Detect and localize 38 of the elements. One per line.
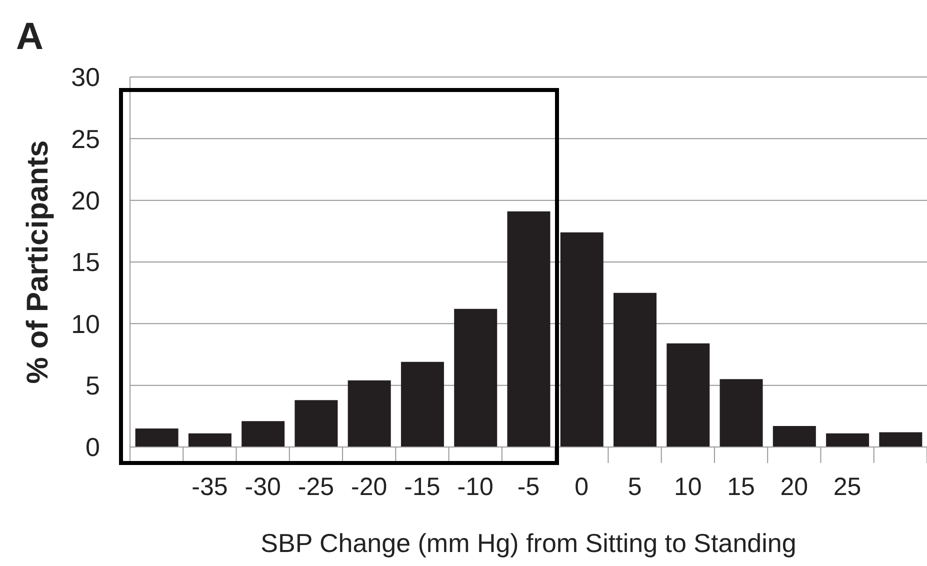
x-tick-label: -15: [404, 473, 440, 501]
bar: [454, 308, 498, 447]
x-tick-label: -5: [517, 473, 540, 501]
x-axis-title: SBP Change (mm Hg) from Sitting to Standing: [260, 528, 796, 558]
y-tick-label: 15: [71, 247, 100, 278]
bar: [294, 400, 338, 447]
bar: [507, 211, 550, 447]
bar: [135, 428, 178, 447]
x-tick-label: -30: [244, 473, 281, 501]
x-tick-label: -10: [457, 473, 494, 501]
y-tick-label: 20: [71, 186, 100, 216]
bar: [560, 232, 604, 447]
bar: [826, 433, 870, 447]
bar: [614, 292, 657, 447]
bar: [772, 426, 816, 447]
bar: [242, 421, 285, 447]
y-tick-label: 10: [71, 308, 100, 339]
x-tick-label: 25: [833, 473, 862, 501]
bar: [720, 379, 763, 447]
y-tick-label: 25: [71, 124, 100, 154]
x-tick-label: 0: [574, 473, 589, 501]
x-tick-label: 15: [727, 473, 755, 501]
bar: [348, 380, 391, 447]
x-tick-label: -20: [351, 473, 388, 501]
bar: [400, 362, 444, 447]
bar: [188, 433, 232, 447]
bar: [879, 432, 922, 447]
text: A: [16, 16, 44, 59]
x-tick-label: 10: [674, 473, 702, 501]
y-tick-label: 30: [71, 62, 100, 92]
x-tick-label: -25: [298, 473, 334, 501]
y-axis-title: % of Participants: [22, 140, 54, 384]
y-tick-label: 0: [86, 432, 100, 462]
y-tick-label: 5: [86, 370, 100, 401]
x-tick-label: -35: [192, 473, 228, 501]
x-tick-label: 5: [628, 473, 642, 501]
x-tick-label: 20: [780, 473, 808, 501]
bar: [666, 343, 710, 447]
